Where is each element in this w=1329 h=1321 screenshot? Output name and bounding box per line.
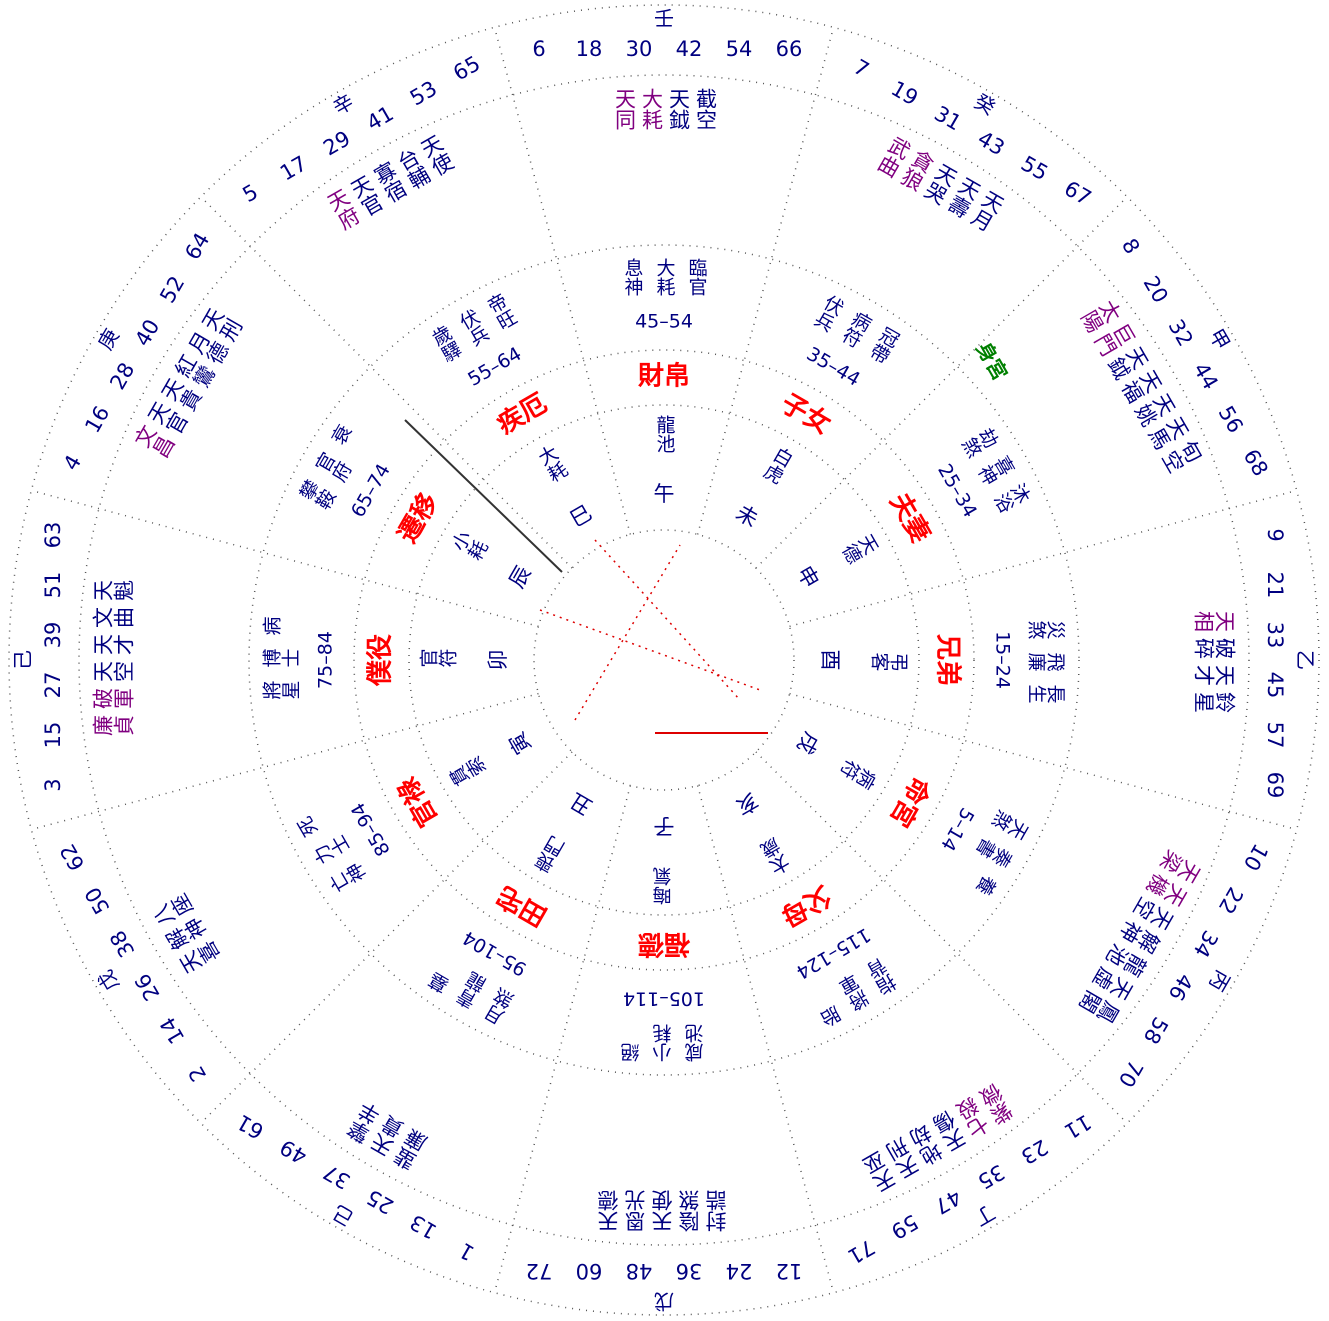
star: 恩光 <box>624 1190 648 1232</box>
year-star: 弔客 <box>871 650 909 672</box>
star: 天德 <box>597 1190 621 1232</box>
ring <box>353 349 975 971</box>
star: 天相 <box>1194 609 1236 633</box>
age: 24 <box>726 1259 753 1283</box>
star: 廉貞 <box>92 715 134 739</box>
ring <box>408 404 920 916</box>
branch: 酉 <box>818 650 842 671</box>
age: 36 <box>676 1259 703 1283</box>
age: 30 <box>626 37 653 61</box>
star: 文曲 <box>92 607 134 631</box>
age-range: 105–114 <box>623 988 705 1010</box>
age-range: 75–84 <box>315 631 337 689</box>
minor-star: 息神 <box>622 258 644 296</box>
age: 18 <box>576 37 603 61</box>
center-line <box>404 419 563 573</box>
age: 54 <box>726 37 753 61</box>
age: 15 <box>41 722 65 749</box>
star: 大耗 <box>640 88 664 130</box>
age: 72 <box>526 1259 553 1283</box>
star: 天使 <box>651 1190 675 1232</box>
minor-star: 咸池 <box>685 1024 707 1062</box>
rings <box>8 4 1320 1316</box>
star: 陰煞 <box>678 1190 702 1232</box>
age: 60 <box>576 1259 603 1283</box>
ring <box>533 529 795 791</box>
branch: 子 <box>654 814 675 838</box>
age-range: 45–54 <box>635 311 693 333</box>
palace-name: 僕役 <box>366 634 396 687</box>
age: 57 <box>1263 722 1287 749</box>
star: 天魁 <box>92 580 134 604</box>
year-star: 官符 <box>419 649 457 671</box>
stem: 乙 <box>1294 650 1318 670</box>
minor-star: 長生 <box>1028 682 1066 704</box>
minor-star: 絕 <box>621 1043 643 1062</box>
minor-star: 災煞 <box>1028 618 1066 640</box>
age: 48 <box>626 1259 653 1283</box>
stem: 己 <box>11 650 35 670</box>
star: 天才 <box>92 634 134 658</box>
center-line <box>594 539 741 701</box>
palace-name: 財帛 <box>638 361 690 392</box>
minor-star: 將星 <box>262 681 300 703</box>
age: 63 <box>41 522 65 549</box>
palace-name: 兄弟 <box>933 634 963 686</box>
minor-star: 小耗 <box>653 1024 675 1062</box>
star: 天空 <box>92 661 134 685</box>
star: 封誥 <box>705 1190 729 1232</box>
age: 27 <box>41 672 65 699</box>
age: 6 <box>532 37 545 61</box>
palace-name: 福德 <box>638 929 691 959</box>
star: 天才 <box>1194 663 1236 687</box>
branch: 卯 <box>486 650 510 671</box>
age: 45 <box>1263 672 1287 699</box>
ring <box>8 4 1320 1316</box>
age: 9 <box>1263 528 1287 541</box>
age: 42 <box>676 37 703 61</box>
age: 3 <box>41 778 65 791</box>
stem: 壬 <box>654 7 674 31</box>
age: 33 <box>1263 622 1287 649</box>
palaces: 壬6 18 30 42 54 66截空天鉞大耗天同臨官大耗息神45–54財帛龍池午癸719… <box>11 7 1318 1314</box>
stem: 戊 <box>654 1290 674 1314</box>
ring <box>248 244 1080 1076</box>
age: 39 <box>41 622 65 649</box>
star: 鈴星 <box>1194 690 1236 714</box>
age: 66 <box>776 37 803 61</box>
year-star: 晦氣 <box>653 867 675 905</box>
star: 天鉞 <box>667 88 691 130</box>
star: 破碎 <box>1194 636 1236 660</box>
year-star: 龍池 <box>654 415 676 453</box>
minor-star: 博士 <box>262 649 300 671</box>
ring <box>78 74 1250 1246</box>
age: 21 <box>1263 572 1287 599</box>
age: 69 <box>1263 772 1287 799</box>
minor-star: 大耗 <box>654 258 676 296</box>
star: 破軍 <box>92 688 134 712</box>
minor-star: 飛廉 <box>1028 650 1066 672</box>
age: 51 <box>41 572 65 599</box>
branch: 午 <box>654 482 675 506</box>
minor-star: 臨官 <box>686 258 708 296</box>
palace: 戊 12 24 36 48 60 72 天德 恩光 天使 陰煞 封誥 絕 小耗 咸池 105–114 福德 晦氣 子 <box>526 814 803 1314</box>
star: 截空 <box>694 88 718 130</box>
star: 天同 <box>613 88 637 130</box>
minor-star: 病 <box>262 617 281 639</box>
age: 12 <box>776 1259 803 1283</box>
age-range: 15–24 <box>992 631 1014 689</box>
